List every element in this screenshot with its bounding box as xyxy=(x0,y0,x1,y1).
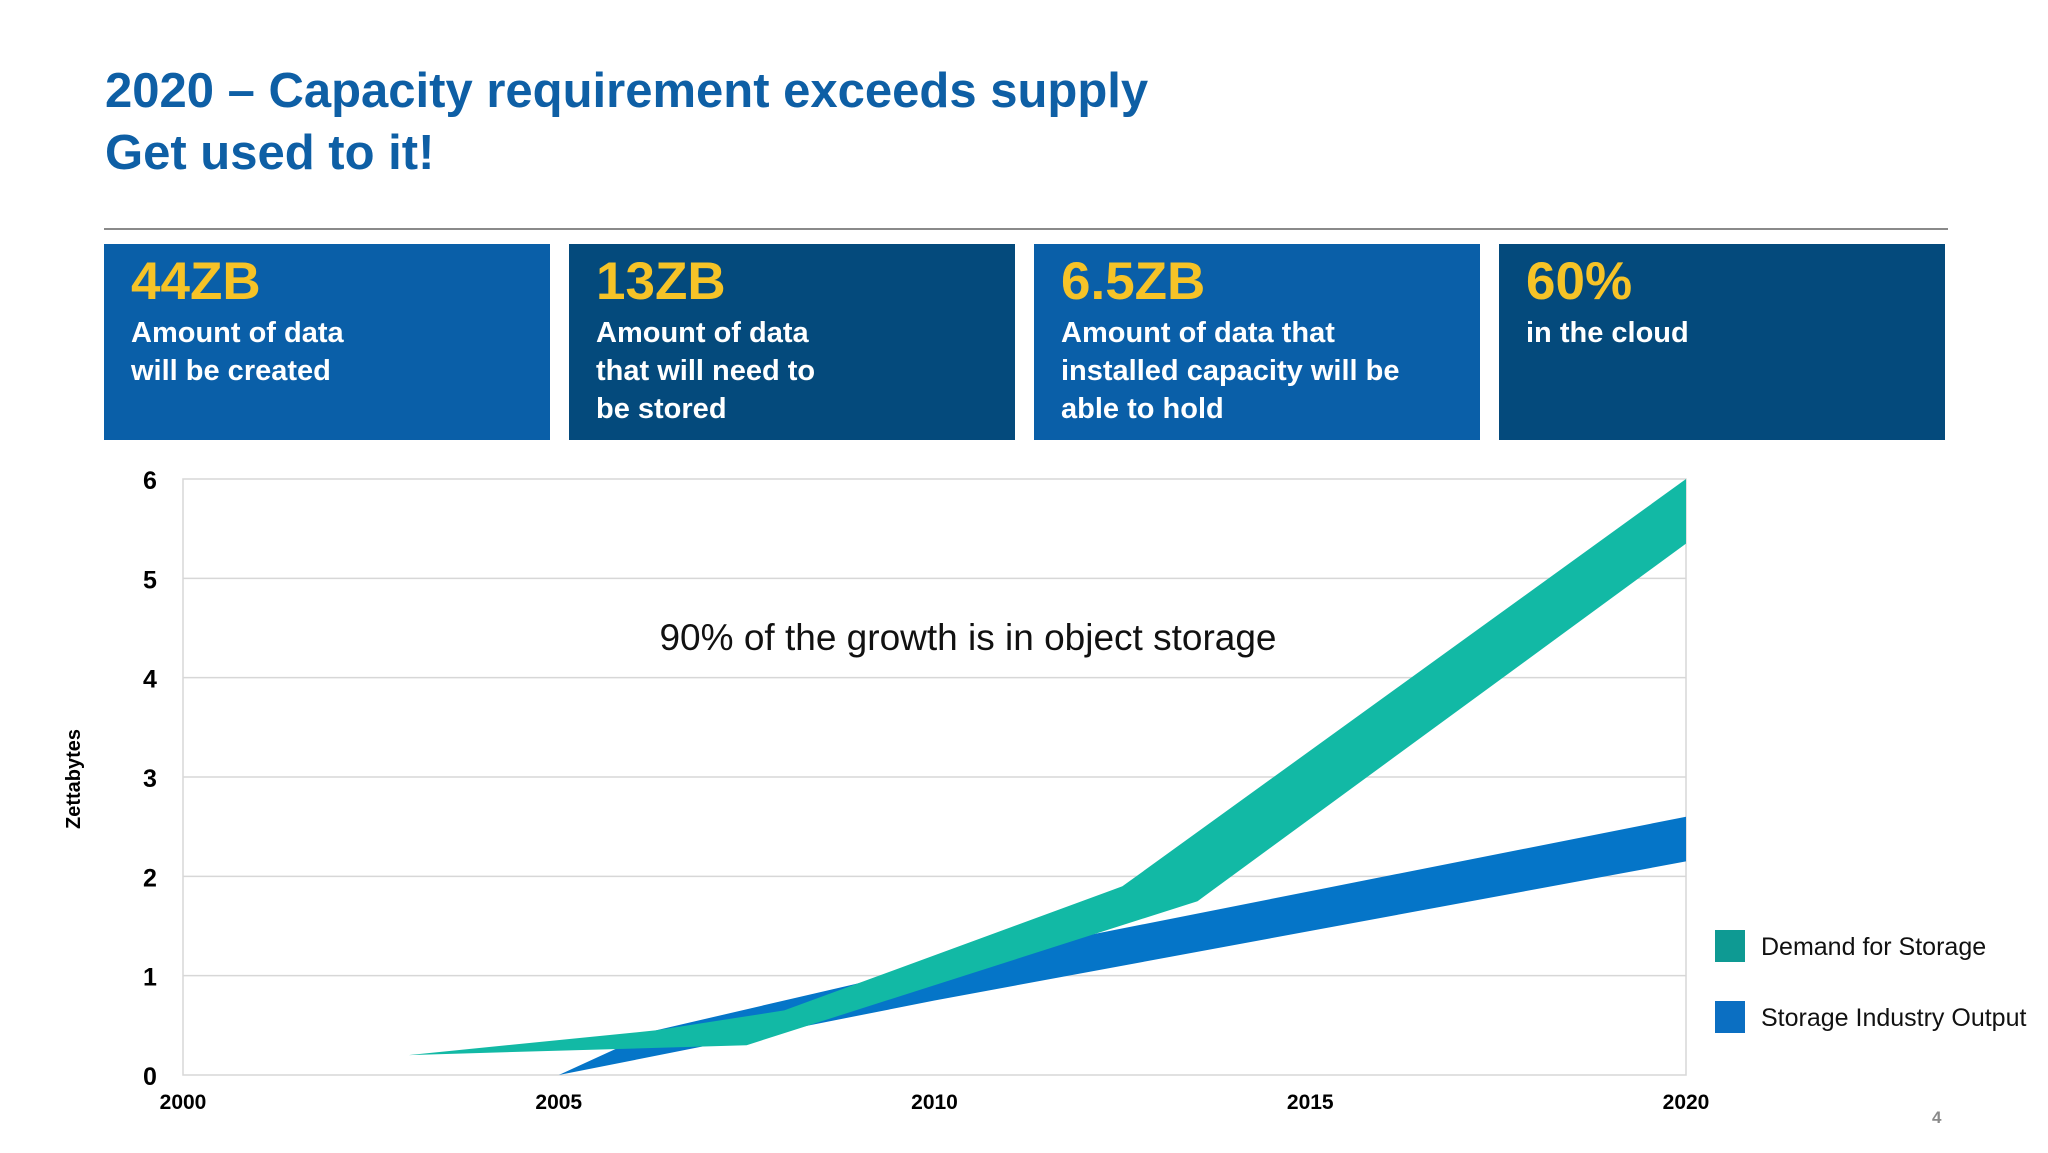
page-number: 4 xyxy=(1932,1108,1942,1127)
stat-value: 60% xyxy=(1526,252,1633,311)
series-band-demand-for-storage xyxy=(183,479,1686,1075)
x-tick-label: 2005 xyxy=(535,1091,582,1114)
slide-title: 2020 – Capacity requirement exceeds supp… xyxy=(105,60,1148,184)
y-tick-label: 0 xyxy=(143,1063,157,1091)
x-tick-label: 2020 xyxy=(1663,1091,1710,1114)
stat-value: 6.5ZB xyxy=(1061,252,1206,311)
legend-swatch xyxy=(1715,1001,1745,1033)
slide-title-line-1: 2020 – Capacity requirement exceeds supp… xyxy=(105,64,1149,118)
growth-annotation: 90% of the growth is in object storage xyxy=(659,617,1276,658)
stat-card-cloud-share: 60% in the cloud xyxy=(1499,244,1945,440)
y-tick-label: 5 xyxy=(143,566,157,594)
y-tick-label: 2 xyxy=(143,864,157,892)
legend-label: Demand for Storage xyxy=(1761,933,1986,961)
stat-card-data-created: 44ZB Amount of data will be created xyxy=(104,244,550,440)
stat-description: Amount of data that installed capacity w… xyxy=(1061,317,1400,425)
stat-description: Amount of data will be created xyxy=(131,317,344,387)
stat-card-data-stored: 13ZB Amount of data that will need to be… xyxy=(569,244,1015,440)
stat-value: 13ZB xyxy=(596,252,726,311)
stat-description: Amount of data that will need to be stor… xyxy=(596,317,816,425)
y-tick-label: 4 xyxy=(143,666,157,694)
legend-swatch xyxy=(1715,930,1745,962)
legend-label: Storage Industry Output xyxy=(1761,1004,2026,1032)
stat-description: in the cloud xyxy=(1526,317,1689,349)
title-divider xyxy=(104,228,1948,230)
x-tick-label: 2000 xyxy=(160,1091,207,1114)
y-tick-label: 1 xyxy=(143,964,157,992)
slide-title-line-2: Get used to it! xyxy=(105,126,435,180)
y-tick-label: 3 xyxy=(143,765,157,793)
x-tick-label: 2010 xyxy=(911,1091,958,1114)
x-tick-label: 2015 xyxy=(1287,1091,1334,1114)
y-tick-label: 6 xyxy=(143,467,157,495)
y-axis-title: Zettabytes xyxy=(63,729,85,829)
stat-card-installed-capacity: 6.5ZB Amount of data that installed capa… xyxy=(1034,244,1480,440)
stat-value: 44ZB xyxy=(131,252,261,311)
